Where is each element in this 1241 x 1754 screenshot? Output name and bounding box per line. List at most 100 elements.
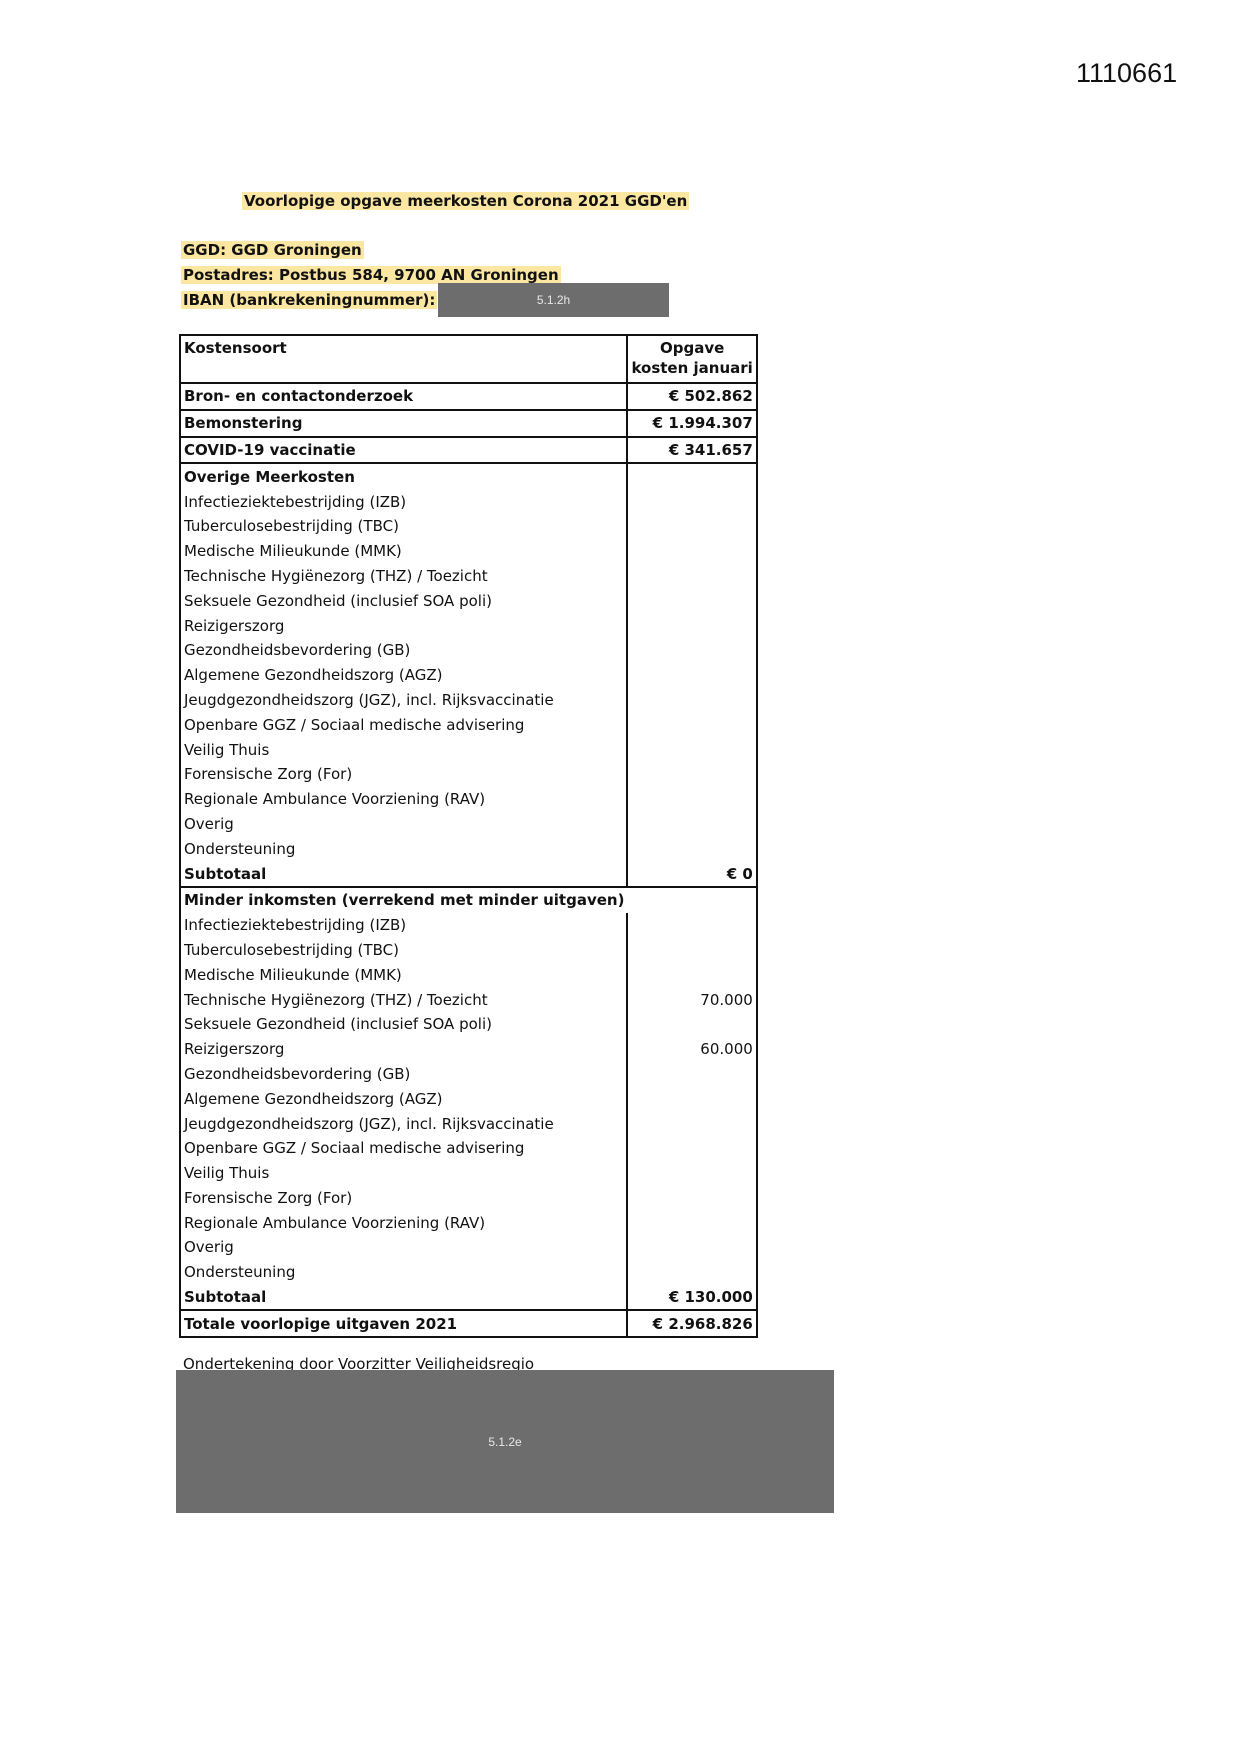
document-number: 1110661 xyxy=(1076,58,1178,88)
row-label: Algemene Gezondheidszorg (AGZ) xyxy=(178,662,629,688)
row-value xyxy=(626,962,758,988)
row-label: Subtotaal xyxy=(178,861,629,888)
header-opgave-line2: kosten januari xyxy=(631,359,753,377)
table-row: Technische Hygiënezorg (THZ) / Toezicht 7… xyxy=(178,987,758,1012)
row-label: Gezondheidsbevordering (GB) xyxy=(178,1061,629,1087)
table-row: Veilig Thuis xyxy=(178,737,758,762)
iban-label: IBAN (bankrekeningnummer): xyxy=(181,291,438,309)
row-label: Veilig Thuis xyxy=(178,1160,629,1186)
row-label: Tuberculosebestrijding (TBC) xyxy=(178,513,629,539)
row-label: Regionale Ambulance Voorziening (RAV) xyxy=(178,786,629,812)
table-row: Infectieziektebestrijding (IZB) xyxy=(178,489,758,514)
row-value xyxy=(626,637,758,663)
row-value xyxy=(626,538,758,564)
table-row: Tuberculosebestrijding (TBC) xyxy=(178,513,758,539)
table-row: Forensische Zorg (For) xyxy=(178,761,758,787)
row-label: Technische Hygiënezorg (THZ) / Toezicht xyxy=(178,987,629,1012)
table-row: Forensische Zorg (For) xyxy=(178,1185,758,1211)
row-value xyxy=(626,761,758,787)
table-row: Gezondheidsbevordering (GB) xyxy=(178,1061,758,1087)
row-label: Forensische Zorg (For) xyxy=(178,1185,629,1211)
row-label: Bemonstering xyxy=(178,409,629,438)
row-label: Subtotaal xyxy=(178,1284,629,1312)
table-row: Openbare GGZ / Sociaal medische adviseri… xyxy=(178,712,758,738)
table-header: Kostensoort Opgave kosten januari xyxy=(178,334,758,384)
row-label: Forensische Zorg (For) xyxy=(178,761,629,787)
row-label: Openbare GGZ / Sociaal medische adviseri… xyxy=(178,1135,629,1161)
row-value: 60.000 xyxy=(626,1036,758,1062)
row-value: € 2.968.826 xyxy=(626,1310,758,1339)
postal-address: Postadres: Postbus 584, 9700 AN Groninge… xyxy=(181,266,561,284)
table-row: Reizigerszorg xyxy=(178,613,758,638)
row-label: Overig xyxy=(178,1235,629,1260)
table-row: Overig xyxy=(178,811,758,837)
row-label: Infectieziektebestrijding (IZB) xyxy=(178,912,629,938)
row-label: Totale voorlopige uitgaven 2021 xyxy=(178,1310,629,1339)
table-row: Infectieziektebestrijding (IZB) xyxy=(178,912,758,938)
row-label: Ondersteuning xyxy=(178,836,629,862)
signature-label: Ondertekening door Voorzitter Veiligheid… xyxy=(183,1355,535,1371)
row-value xyxy=(626,836,758,862)
main-row: Bemonstering € 1.994.307 xyxy=(178,409,758,438)
table-row: Jeugdgezondheidszorg (JGZ), incl. Rijksv… xyxy=(178,687,758,713)
row-value xyxy=(626,937,758,963)
table-row: Jeugdgezondheidszorg (JGZ), incl. Rijksv… xyxy=(178,1111,758,1136)
row-label: Seksuele Gezondheid (inclusief SOA poli) xyxy=(178,588,629,614)
main-row: COVID-19 vaccinatie € 341.657 xyxy=(178,436,758,465)
row-label: Overige Meerkosten xyxy=(178,463,629,490)
section-heading-overige: Overige Meerkosten xyxy=(178,463,758,490)
row-value xyxy=(626,1259,758,1285)
subtotal-minder: Subtotaal € 130.000 xyxy=(178,1284,758,1312)
row-value xyxy=(626,1111,758,1136)
row-label: COVID-19 vaccinatie xyxy=(178,436,629,465)
document-title: Voorlopige opgave meerkosten Corona 2021… xyxy=(242,192,690,210)
row-value: € 341.657 xyxy=(626,436,758,465)
subtotal-overige: Subtotaal € 0 xyxy=(178,861,758,888)
row-label: Tuberculosebestrijding (TBC) xyxy=(178,937,629,963)
row-value: 70.000 xyxy=(626,987,758,1012)
row-label: Veilig Thuis xyxy=(178,737,629,762)
table-row: Gezondheidsbevordering (GB) xyxy=(178,637,758,663)
row-value xyxy=(626,662,758,688)
row-label: Technische Hygiënezorg (THZ) / Toezicht xyxy=(178,563,629,589)
row-value xyxy=(626,613,758,638)
row-label: Seksuele Gezondheid (inclusief SOA poli) xyxy=(178,1011,629,1037)
row-label: Reizigerszorg xyxy=(178,613,629,638)
row-value xyxy=(626,1185,758,1211)
table-row: Openbare GGZ / Sociaal medische adviseri… xyxy=(178,1135,758,1161)
row-label: Medische Milieukunde (MMK) xyxy=(178,538,629,564)
row-label: Algemene Gezondheidszorg (AGZ) xyxy=(178,1086,629,1112)
row-value xyxy=(626,1011,758,1037)
iban-redaction: 5.1.2h xyxy=(438,283,669,317)
table-row: Algemene Gezondheidszorg (AGZ) xyxy=(178,1086,758,1112)
row-value: € 502.862 xyxy=(626,383,758,411)
table-row: Veilig Thuis xyxy=(178,1160,758,1186)
row-value xyxy=(626,489,758,514)
table-row: Ondersteuning xyxy=(178,836,758,862)
row-label: Gezondheidsbevordering (GB) xyxy=(178,637,629,663)
row-value xyxy=(626,1235,758,1260)
row-value xyxy=(626,513,758,539)
table-row: Ondersteuning xyxy=(178,1259,758,1285)
row-label: Regionale Ambulance Voorziening (RAV) xyxy=(178,1210,629,1236)
row-value xyxy=(626,786,758,812)
row-label: Overig xyxy=(178,811,629,837)
section-heading-minder: Minder inkomsten (verrekend met minder u… xyxy=(178,886,758,913)
row-label: Bron- en contactonderzoek xyxy=(178,383,629,411)
row-value: € 130.000 xyxy=(626,1284,758,1312)
row-value xyxy=(626,1210,758,1236)
table-row: Technische Hygiënezorg (THZ) / Toezicht xyxy=(178,563,758,589)
row-value: € 0 xyxy=(626,861,758,888)
row-label: Ondersteuning xyxy=(178,1259,629,1285)
row-label: Minder inkomsten (verrekend met minder u… xyxy=(178,886,628,913)
row-value xyxy=(626,1135,758,1161)
row-value: € 1.994.307 xyxy=(626,409,758,438)
row-value xyxy=(627,886,758,913)
table-row: Overig xyxy=(178,1235,758,1260)
table-row: Seksuele Gezondheid (inclusief SOA poli) xyxy=(178,1011,758,1037)
table-row: Algemene Gezondheidszorg (AGZ) xyxy=(178,662,758,688)
table-row: Medische Milieukunde (MMK) xyxy=(178,538,758,564)
row-value xyxy=(626,912,758,938)
table-row: Regionale Ambulance Voorziening (RAV) xyxy=(178,786,758,812)
row-label: Openbare GGZ / Sociaal medische adviseri… xyxy=(178,712,629,738)
